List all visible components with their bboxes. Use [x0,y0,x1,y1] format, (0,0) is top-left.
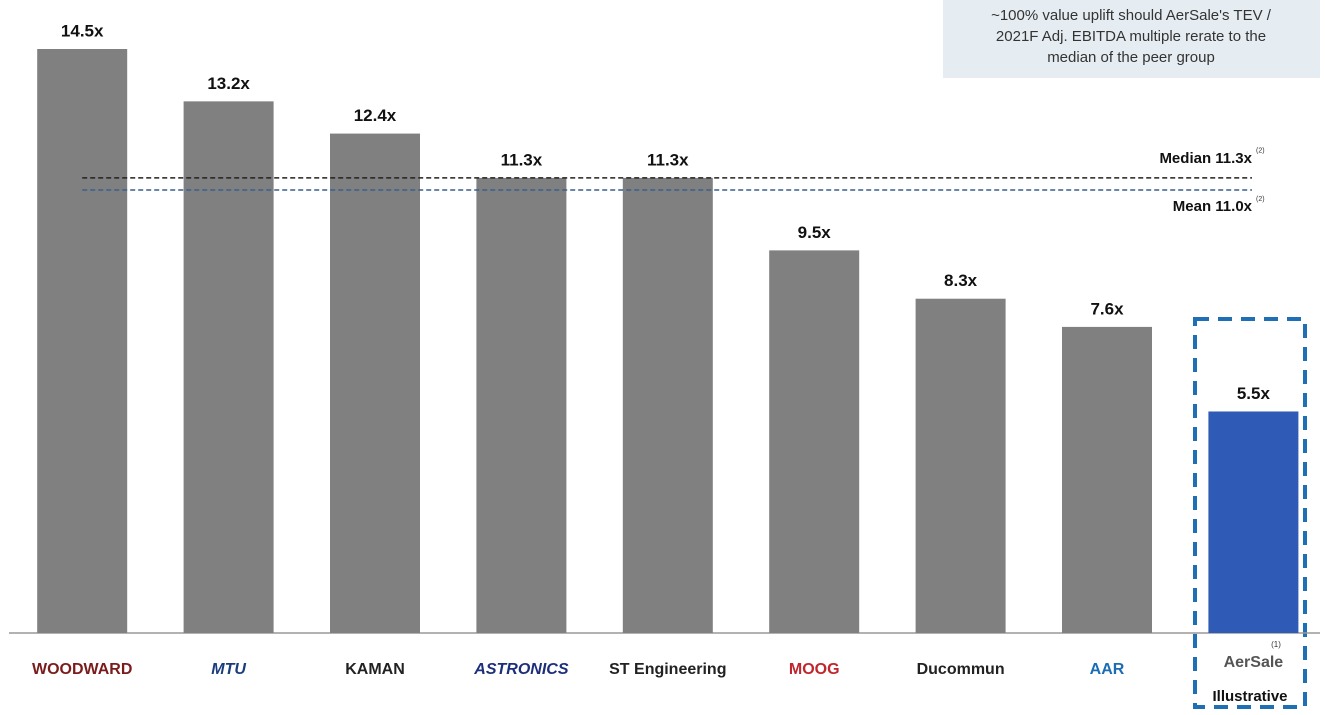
category-label: Ducommun [917,661,1005,678]
category-label: AerSale [1224,654,1284,671]
bar [1062,326,1152,633]
callout-box [943,0,1320,78]
value-label: 12.4x [354,106,397,125]
reference-label: Median 11.3x [1159,150,1252,167]
bar [330,133,420,633]
value-label: 11.3x [501,150,543,169]
category-label: MOOG [789,661,840,678]
value-label: 11.3x [647,150,689,169]
bar [622,177,713,633]
category-label: AAR [1090,661,1125,678]
bar [183,101,274,633]
value-label: 9.5x [798,223,832,242]
bar [1208,411,1299,633]
bar [476,177,567,633]
category-label: WOODWARD [32,661,132,678]
value-label: 7.6x [1090,299,1124,318]
reference-label: Mean 11.0x [1173,198,1253,215]
category-label: ASTRONICS [473,661,569,678]
reference-note: (2) [1256,196,1265,203]
value-label: 13.2x [207,74,250,93]
highlight-box [1193,317,1307,709]
bar [769,250,860,633]
highlight-note: Illustrative [1212,688,1287,705]
callout-text: 2021F Adj. EBITDA multiple rerate to the [996,28,1266,45]
bar [37,49,128,633]
callout-text: median of the peer group [1047,49,1215,66]
bar [915,298,1006,633]
footnote: (1) [1271,640,1281,649]
reference-note: (2) [1256,148,1265,155]
value-label: 8.3x [944,271,978,290]
category-label: KAMAN [345,661,405,678]
category-label: ST Engineering [609,661,726,678]
callout-text: ~100% value uplift should AerSale's TEV … [991,7,1272,24]
category-label: MTU [211,661,246,678]
value-label: 14.5x [61,21,104,40]
value-label: 5.5x [1237,384,1271,403]
